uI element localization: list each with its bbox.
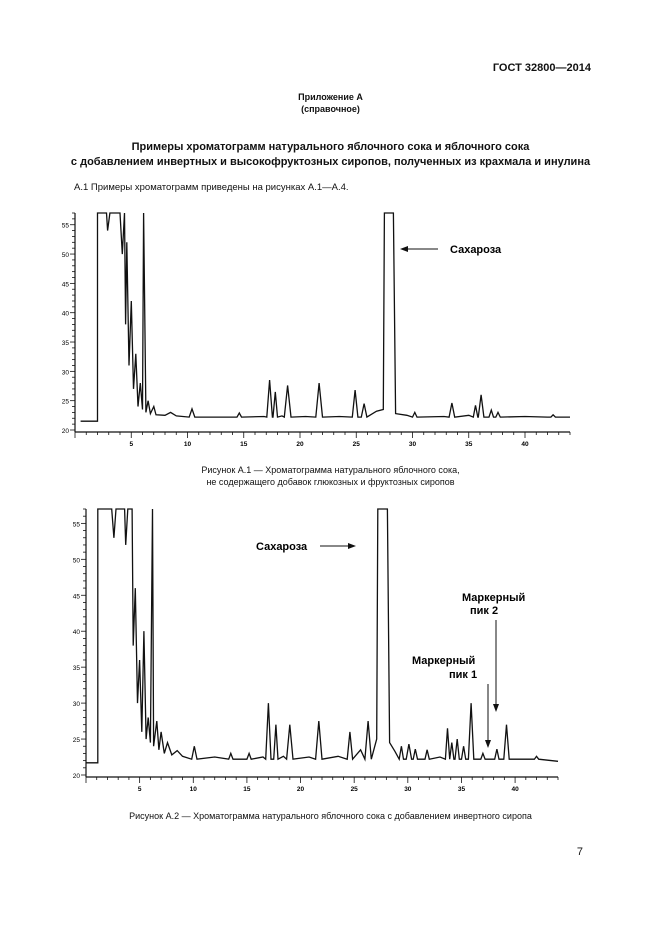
x-tick-label: 35	[458, 786, 466, 793]
y-tick-label: 25	[62, 399, 70, 406]
page-number: 7	[576, 846, 583, 858]
y-tick-label: 55	[73, 521, 81, 528]
appendix-type: (справочное)	[301, 104, 360, 114]
y-tick-label: 20	[73, 773, 81, 780]
x-tick-label: 10	[190, 786, 198, 793]
y-tick-label: 30	[62, 369, 70, 376]
x-tick-label: 15	[240, 441, 248, 448]
sucrose-label: Сахароза	[256, 541, 308, 553]
x-tick-label: 40	[511, 786, 519, 793]
y-tick-label: 30	[73, 701, 81, 708]
y-tick-label: 45	[73, 593, 81, 600]
x-tick-label: 25	[351, 786, 359, 793]
standard-number: ГОСТ 32800—2014	[492, 62, 591, 74]
marker-peak-2-label-line1: Маркерный	[462, 592, 525, 604]
marker-peak-1-label-line2: пик 1	[449, 669, 477, 681]
figure-a1-caption-line2: не содержащего добавок глюкозных и фрукт…	[206, 477, 455, 487]
x-tick-label: 5	[138, 786, 142, 793]
x-tick-label: 20	[296, 441, 304, 448]
chromatogram-a1: 20 25 30 35 40 45 50 55 5 10 15 20 25 30 35 40 Сахароз…	[62, 212, 571, 448]
sucrose-label: Сахароза	[450, 244, 502, 256]
figure-a2-caption: Рисунок А.2 — Хроматограмма натурального…	[129, 811, 532, 821]
y-tick-label: 40	[62, 311, 70, 318]
sucrose-arrowhead	[348, 543, 356, 549]
y-tick-label: 45	[62, 281, 70, 288]
figure-a1-caption-line1: Рисунок А.1 — Хроматограмма натурального…	[201, 465, 460, 475]
chart-axes	[70, 212, 571, 438]
y-tick-label: 55	[62, 223, 70, 230]
x-tick-label: 10	[184, 441, 192, 448]
y-tick-label: 50	[73, 557, 81, 564]
y-tick-label: 35	[73, 665, 81, 672]
y-tick-label: 40	[73, 629, 81, 636]
x-tick-label: 15	[243, 786, 251, 793]
sucrose-arrowhead	[400, 246, 408, 252]
appendix-title: Приложение А	[298, 92, 363, 102]
chromatogram-trace	[80, 212, 570, 422]
x-tick-label: 20	[297, 786, 305, 793]
x-tick-label: 35	[465, 441, 473, 448]
section-title-line1: Примеры хроматограмм натурального яблочн…	[131, 141, 530, 153]
y-tick-label: 35	[62, 340, 70, 347]
marker-peak-2-arrowhead	[493, 704, 499, 712]
intro-text: А.1 Примеры хроматограмм приведены на ри…	[74, 182, 349, 193]
chromatogram-trace	[86, 508, 559, 764]
chromatogram-a2: 20 25 30 35 40 45 50 55 5 10 15 20 25 30 35 40 Сахароз…	[73, 508, 559, 793]
marker-peak-1-arrowhead	[485, 740, 491, 748]
y-tick-label: 20	[62, 428, 70, 435]
x-tick-label: 30	[404, 786, 412, 793]
marker-peak-1-label-line1: Маркерный	[412, 655, 475, 667]
section-title-line2: с добавлением инвертных и высокофруктозн…	[70, 156, 591, 168]
y-tick-label: 25	[73, 737, 81, 744]
x-tick-label: 40	[521, 441, 529, 448]
x-tick-label: 25	[353, 441, 361, 448]
x-tick-label: 5	[129, 441, 133, 448]
marker-peak-2-label-line2: пик 2	[470, 605, 498, 617]
y-tick-label: 50	[62, 252, 70, 259]
chart-axes	[81, 508, 559, 783]
x-tick-label: 30	[409, 441, 417, 448]
